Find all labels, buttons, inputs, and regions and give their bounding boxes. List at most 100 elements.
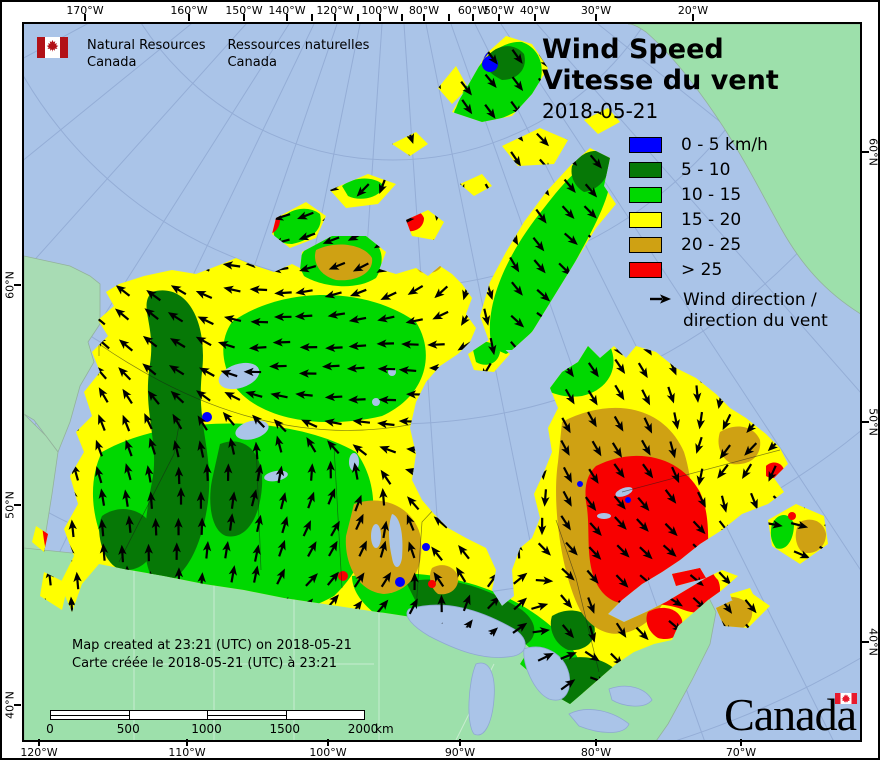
axis-tick — [459, 739, 461, 746]
legend-swatch — [629, 212, 662, 228]
axis-tick — [357, 14, 359, 21]
scale-bar-tick-label: 1500 — [269, 722, 301, 736]
axis-label: 80°W — [408, 4, 440, 17]
axis-tick — [379, 14, 381, 21]
scale-bar-labels: 0 500 1000 1500 2000 — [46, 722, 378, 736]
legend-rows: 0 - 5 km/h 5 - 10 10 - 15 15 - 20 20 - 25 > 2… — [629, 135, 828, 280]
wind-direction-label-line2: direction du vent — [683, 311, 828, 331]
axis-tick — [84, 14, 86, 21]
scale-bar-tick-label: 0 — [46, 722, 54, 736]
scale-bar-unit: km — [375, 722, 394, 736]
legend-swatch — [629, 162, 662, 178]
axis-tick — [186, 739, 188, 746]
wind-direction-label-line1: Wind direction / — [683, 290, 817, 310]
legend-label: 15 - 20 — [681, 210, 742, 230]
axis-label: 120°W — [20, 746, 58, 759]
created-line-fr: Carte créée le 2018-05-21 (UTC) à 23:21 — [72, 656, 337, 671]
map-title-fr: Vitesse du vent — [542, 65, 779, 96]
axis-label: 80°W — [580, 746, 612, 759]
axis-tick — [595, 14, 597, 21]
map-title-block: Wind Speed Vitesse du vent 2018-05-21 — [542, 34, 779, 123]
map-frame: Natural Resources Canada Ressources natu… — [22, 22, 862, 742]
logo-en-line2: Canada — [87, 55, 137, 70]
scale-bar-tick-label: 1000 — [191, 722, 222, 736]
legend-item: > 25 — [629, 260, 828, 280]
axis-label: 90°W — [444, 746, 476, 759]
axis-tick — [498, 14, 500, 21]
axis-tick — [38, 739, 40, 746]
interior-lakes — [218, 362, 633, 567]
axis-label: 170°W — [66, 4, 104, 17]
axis-label: 160°W — [170, 4, 208, 17]
axis-label: 30°W — [580, 4, 612, 17]
scale-bar-graphic — [50, 710, 365, 720]
axis-tick — [401, 14, 403, 21]
canada-flag-icon — [37, 37, 68, 58]
legend-swatch — [629, 187, 662, 203]
legend-item: 20 - 25 — [629, 235, 828, 255]
axis-tick — [862, 641, 869, 643]
scale-bar-segment — [208, 711, 287, 719]
created-line-en: Map created at 23:21 (UTC) on 2018-05-21 — [72, 638, 352, 653]
axis-tick — [740, 739, 742, 746]
map-title-date: 2018-05-21 — [542, 99, 659, 123]
axis-tick — [448, 14, 450, 21]
legend-item: 5 - 10 — [629, 160, 828, 180]
government-logo: Natural Resources Canada Ressources natu… — [37, 37, 369, 71]
scale-bar-segment — [130, 711, 208, 719]
wordmark-flag-icon — [835, 693, 857, 704]
legend-item: 0 - 5 km/h — [629, 135, 828, 155]
axis-tick — [311, 14, 313, 21]
axis-label: 50°W — [483, 4, 515, 17]
legend-label: 20 - 25 — [681, 235, 742, 255]
map-created-note: Map created at 23:21 (UTC) on 2018-05-21… — [72, 637, 352, 673]
map-title-en: Wind Speed — [542, 34, 724, 65]
axis-label: 60°W — [457, 4, 489, 17]
axis-tick — [188, 14, 190, 21]
legend-swatch — [629, 137, 662, 153]
axis-label: 110°W — [168, 746, 206, 759]
axis-tick — [862, 421, 869, 423]
logo-fr-line2: Canada — [227, 55, 277, 70]
axis-label: 120°W — [316, 4, 354, 17]
legend-swatch — [629, 237, 662, 253]
axis-tick — [534, 14, 536, 21]
axis-label: 20°W — [677, 4, 709, 17]
canada-wordmark: Canada — [724, 689, 857, 740]
legend: 0 - 5 km/h 5 - 10 10 - 15 15 - 20 20 - 25 > 2… — [629, 135, 828, 332]
axis-tick — [286, 14, 288, 21]
legend-label: 10 - 15 — [681, 185, 742, 205]
axis-tick — [14, 704, 21, 706]
axis-tick — [334, 14, 336, 21]
scale-bar-segment — [51, 711, 130, 719]
logo-text-en: Natural Resources Canada — [87, 37, 205, 71]
axis-label: 70°W — [725, 746, 757, 759]
axis-label: 150°W — [225, 4, 263, 17]
alaska-land — [24, 255, 101, 453]
logo-text-fr: Ressources naturelles Canada — [227, 37, 369, 71]
logo-fr-line1: Ressources naturelles — [227, 38, 370, 53]
legend-item: 10 - 15 — [629, 185, 828, 205]
canada-wind-map — [24, 24, 860, 740]
legend-item: 15 - 20 — [629, 210, 828, 230]
scale-bar-tick-label: 2000 — [347, 722, 379, 736]
axis-tick — [14, 504, 21, 506]
axis-tick — [692, 14, 694, 21]
axis-tick — [595, 739, 597, 746]
axis-label: 100°W — [309, 746, 347, 759]
axis-tick — [243, 14, 245, 21]
logo-en-line1: Natural Resources — [87, 38, 206, 53]
wordmark-text: Canada — [724, 689, 857, 740]
scale-bar-segment — [287, 711, 365, 719]
scale-bar-tick-label: 500 — [116, 722, 140, 736]
axis-tick — [327, 739, 329, 746]
wind-direction-legend: Wind direction / direction du vent — [629, 290, 828, 332]
legend-label: 5 - 10 — [681, 160, 731, 180]
axis-tick — [862, 151, 869, 153]
legend-swatch — [629, 262, 662, 278]
axis-label: 40°W — [519, 4, 551, 17]
axis-label: 140°W — [268, 4, 306, 17]
axis-label: 100°W — [361, 4, 399, 17]
axis-tick — [423, 14, 425, 21]
